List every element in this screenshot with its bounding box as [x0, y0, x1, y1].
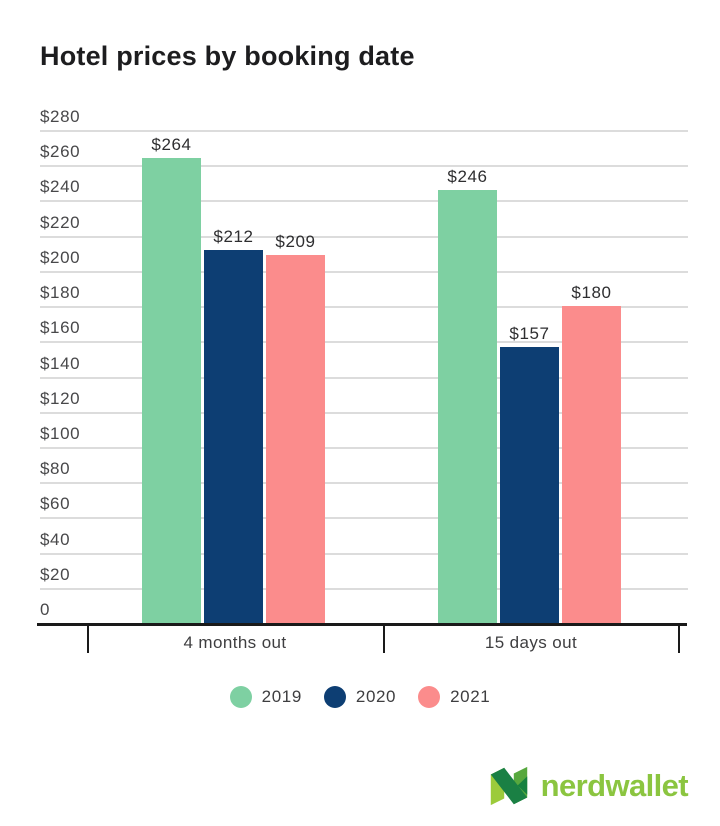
gridline: [40, 341, 688, 343]
bar-value-label: $180: [571, 283, 612, 302]
bar-value-label: $246: [447, 167, 488, 186]
gridline: [40, 377, 688, 379]
x-axis-tick: [87, 623, 89, 653]
y-axis-label: $80: [40, 459, 71, 478]
bar-2020-1: [500, 347, 559, 623]
bar-2019-1: [438, 190, 497, 623]
bar-2020-0: [204, 250, 263, 623]
y-axis-label: $100: [40, 424, 81, 443]
y-axis-label: $260: [40, 142, 81, 161]
y-axis-label: $280: [40, 107, 81, 126]
bar-2019-0: [142, 158, 201, 623]
legend-label-2019: 2019: [261, 687, 302, 706]
legend-label-2021: 2021: [450, 687, 491, 706]
legend-swatch-2021: [418, 686, 441, 708]
gridline: [40, 200, 688, 202]
gridline: [40, 236, 688, 238]
bar-2021-0: [266, 255, 325, 623]
gridline: [40, 447, 688, 449]
gridline: [40, 517, 688, 519]
y-axis-label: $240: [40, 177, 81, 196]
legend-swatch-2020: [323, 686, 346, 708]
x-axis-line: [37, 623, 687, 626]
gridline: [40, 553, 688, 555]
nerdwallet-logo-icon: [490, 766, 527, 806]
y-axis-label: $140: [40, 354, 81, 373]
chart-legend: 2019 2020 2021: [0, 686, 720, 708]
legend-swatch-2019: [229, 686, 252, 708]
bar-value-label: $209: [275, 232, 316, 251]
y-axis-label: $20: [40, 565, 71, 584]
x-axis-tick: [383, 623, 385, 653]
y-axis-label: $220: [40, 213, 81, 232]
bar-value-label: $264: [151, 135, 192, 154]
x-axis-label: 15 days out: [484, 633, 578, 652]
y-axis-label: $200: [40, 248, 81, 267]
x-axis-tick: [678, 623, 680, 653]
legend-item-2020: 2020: [323, 686, 397, 708]
y-axis-label: $120: [40, 389, 81, 408]
gridline: [40, 588, 688, 590]
legend-item-2019: 2019: [229, 686, 302, 708]
legend-label-2020: 2020: [355, 687, 397, 706]
gridline: [40, 412, 688, 414]
gridline: [40, 271, 688, 273]
x-axis-label: 4 months out: [183, 633, 287, 652]
legend-item-2021: 2021: [418, 686, 490, 708]
y-axis-label: $40: [40, 530, 71, 549]
y-axis-label: 0: [40, 600, 51, 619]
bar-2021-1: [562, 306, 621, 623]
gridline: [40, 165, 688, 167]
nerdwallet-logo: nerdwallet: [486, 763, 689, 809]
bar-value-label: $212: [213, 227, 254, 246]
gridline: [40, 306, 688, 308]
gridline: [40, 482, 688, 484]
chart-title: Hotel prices by booking date: [40, 41, 415, 71]
nerdwallet-wordmark: nerdwallet: [540, 768, 689, 803]
y-axis-label: $60: [40, 494, 71, 513]
gridline: [40, 130, 688, 132]
y-axis-label: $160: [40, 318, 81, 337]
y-axis-label: $180: [40, 283, 81, 302]
bar-value-label: $157: [509, 324, 550, 343]
